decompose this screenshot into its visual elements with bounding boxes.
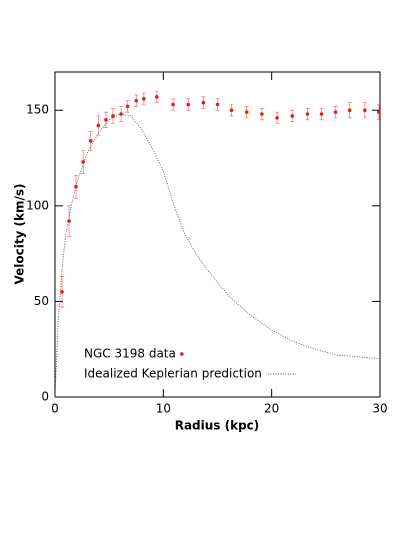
kepler-line: [54, 113, 381, 398]
data-point: [347, 108, 352, 113]
data-point: [290, 114, 295, 118]
data-point: [155, 95, 159, 99]
data-point: [305, 112, 310, 116]
x-tick-label: 10: [156, 402, 171, 416]
legend-label: Idealized Keplerian prediction: [84, 367, 262, 381]
data-point: [377, 110, 381, 114]
data-point: [96, 123, 101, 128]
x-axis-label: Radius (kpc): [175, 419, 260, 433]
data-point: [215, 102, 220, 107]
data-point: [244, 110, 249, 114]
data-point: [104, 117, 108, 122]
data-point: [81, 160, 85, 164]
data-point: [333, 110, 338, 114]
data-point: [319, 112, 324, 116]
y-tick-label: 0: [41, 390, 49, 404]
y-axis-label: Velocity (km/s): [13, 183, 27, 284]
data-point: [363, 108, 367, 113]
data-point: [88, 139, 93, 143]
data-point: [171, 102, 175, 107]
x-tick-label: 30: [372, 402, 387, 416]
y-tick-label: 100: [26, 198, 49, 212]
data-point: [125, 104, 130, 109]
x-tick-label: 0: [51, 402, 59, 416]
data-point: [229, 108, 234, 113]
data-point: [275, 116, 279, 120]
y-tick-label: 150: [26, 103, 49, 117]
legend-label: NGC 3198 data: [84, 347, 176, 361]
data-point: [201, 100, 206, 105]
data-point: [186, 102, 191, 107]
data-point: [260, 112, 264, 116]
legend-marker: [180, 352, 184, 356]
data-point: [134, 98, 139, 103]
data-point: [142, 96, 146, 101]
data-point: [60, 290, 64, 294]
y-tick-label: 50: [34, 294, 49, 308]
plot-frame: [54, 71, 381, 398]
x-tick-label: 20: [264, 402, 279, 416]
